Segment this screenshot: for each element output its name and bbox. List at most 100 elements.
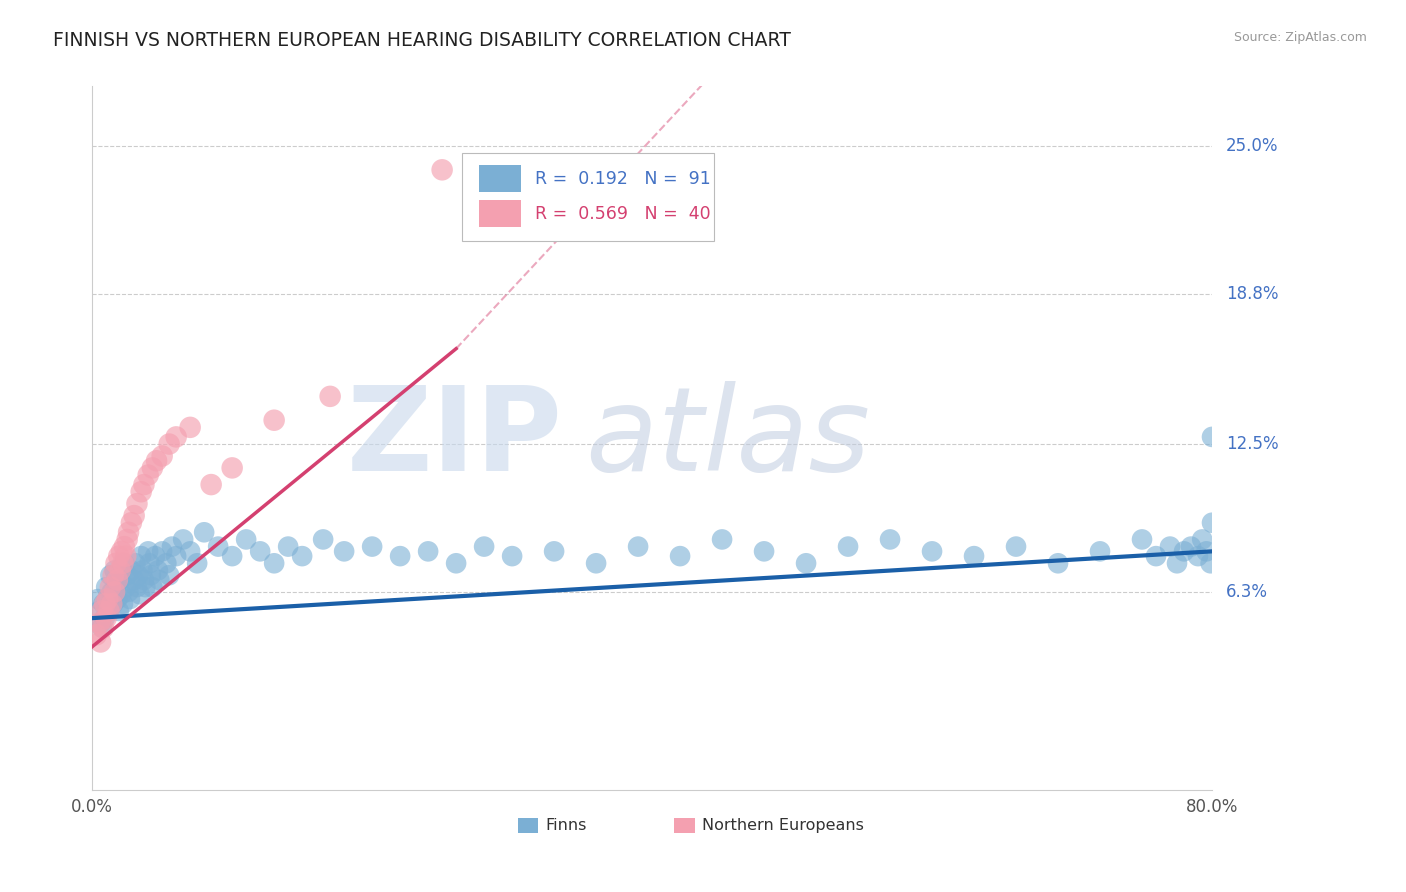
Point <box>141 580 163 594</box>
Point <box>361 540 384 554</box>
Text: 18.8%: 18.8% <box>1226 285 1278 302</box>
Point <box>1180 540 1202 554</box>
Point <box>155 556 177 570</box>
Point <box>416 544 439 558</box>
Point <box>115 568 138 582</box>
Point <box>160 540 183 554</box>
Point <box>145 454 167 468</box>
Point <box>150 544 173 558</box>
Point <box>150 449 173 463</box>
Point <box>129 484 152 499</box>
Point <box>139 568 162 582</box>
Point <box>389 549 412 563</box>
Point <box>96 611 118 625</box>
Point <box>165 549 187 563</box>
Point <box>138 556 160 570</box>
Point <box>627 540 650 554</box>
Point <box>104 580 127 594</box>
Text: 25.0%: 25.0% <box>1226 137 1278 155</box>
Bar <box>478 165 522 192</box>
Point <box>97 592 120 607</box>
Point <box>235 533 257 547</box>
Point <box>108 563 131 577</box>
Point <box>122 508 145 523</box>
Point <box>122 573 145 587</box>
Point <box>319 389 342 403</box>
Point <box>89 604 111 618</box>
Point <box>111 556 134 570</box>
Point <box>291 549 314 563</box>
Point <box>97 592 120 607</box>
Point <box>1005 540 1028 554</box>
Text: Northern Europeans: Northern Europeans <box>703 818 865 833</box>
Text: R =  0.192   N =  91: R = 0.192 N = 91 <box>534 169 710 187</box>
Point <box>93 621 115 635</box>
Point <box>1088 544 1111 558</box>
Point <box>114 580 136 594</box>
Point <box>110 544 132 558</box>
Point <box>132 477 155 491</box>
Point <box>752 544 775 558</box>
Point <box>94 597 117 611</box>
Point <box>117 585 139 599</box>
Point <box>277 540 299 554</box>
Point <box>143 549 166 563</box>
Point <box>186 556 208 570</box>
Point <box>179 420 201 434</box>
Point <box>91 621 114 635</box>
Text: 6.3%: 6.3% <box>1226 582 1268 601</box>
Point <box>112 556 135 570</box>
Point <box>129 549 152 563</box>
Point <box>1144 549 1167 563</box>
Point <box>114 549 136 563</box>
Point <box>179 544 201 558</box>
Point <box>146 563 169 577</box>
Point <box>117 525 139 540</box>
Point <box>1201 430 1223 444</box>
Point <box>148 573 170 587</box>
Bar <box>478 201 522 227</box>
Point <box>1173 544 1195 558</box>
Point <box>1047 556 1070 570</box>
Point <box>91 604 114 618</box>
Point <box>249 544 271 558</box>
Point <box>105 592 128 607</box>
Point <box>444 556 467 570</box>
Point <box>157 437 180 451</box>
FancyBboxPatch shape <box>461 153 714 241</box>
Point <box>134 580 156 594</box>
Point <box>105 573 128 587</box>
Point <box>108 573 131 587</box>
Point <box>711 533 734 547</box>
Point <box>128 587 150 601</box>
Point <box>1201 516 1223 530</box>
Point <box>141 461 163 475</box>
Point <box>115 533 138 547</box>
Point <box>94 611 117 625</box>
Point <box>120 563 142 577</box>
Point <box>112 540 135 554</box>
Point <box>585 556 607 570</box>
Point <box>263 413 285 427</box>
Point <box>879 533 901 547</box>
Point <box>120 516 142 530</box>
Point <box>136 468 159 483</box>
Point <box>1187 549 1209 563</box>
Point <box>794 556 817 570</box>
Point <box>263 556 285 570</box>
Point <box>98 604 121 618</box>
Text: Finns: Finns <box>546 818 588 833</box>
Point <box>543 544 565 558</box>
Point <box>104 556 127 570</box>
Point <box>125 497 148 511</box>
Text: Source: ZipAtlas.com: Source: ZipAtlas.com <box>1233 31 1367 45</box>
Point <box>1191 533 1213 547</box>
Point <box>124 556 146 570</box>
Point <box>100 580 122 594</box>
Point <box>501 549 523 563</box>
Point <box>157 568 180 582</box>
Point <box>221 461 243 475</box>
Point <box>100 568 122 582</box>
Point <box>1199 556 1222 570</box>
Point <box>101 597 124 611</box>
